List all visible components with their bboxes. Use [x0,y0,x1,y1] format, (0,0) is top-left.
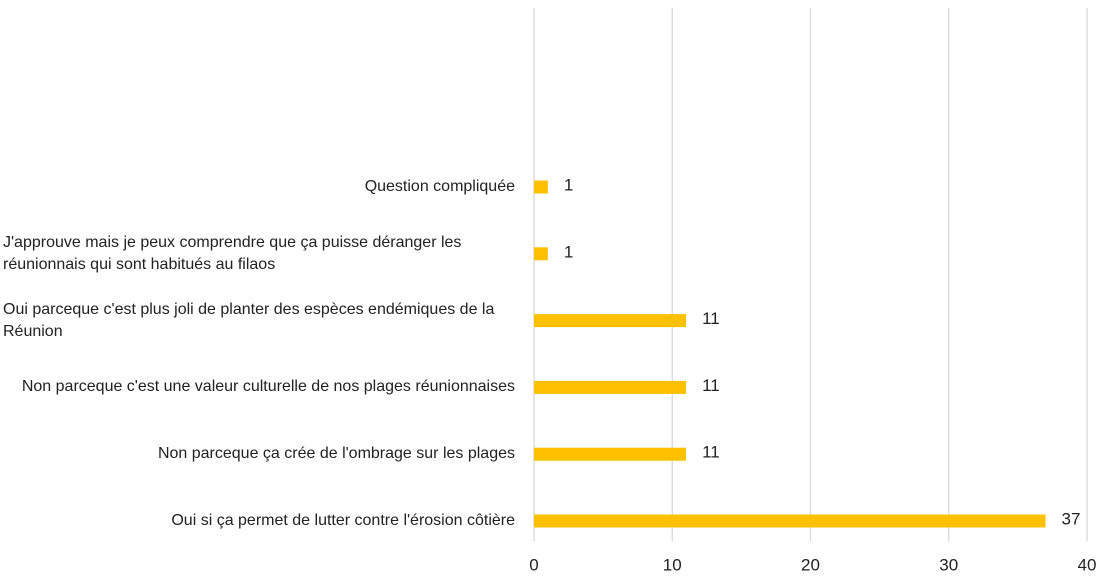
category-label: Non parceque c'est une valeur culturelle… [21,378,515,396]
x-tick-label: 10 [663,555,682,574]
category-label: Non parceque ça crée de l'ombrage sur le… [157,445,515,463]
x-tick-label: 0 [529,555,538,574]
category-label: Oui parceque c'est plus joli de planter … [3,300,495,340]
bar [534,247,548,261]
data-label: 11 [702,443,720,462]
bar [534,380,687,394]
data-label: 1 [564,242,573,261]
x-tick-label: 40 [1078,555,1097,574]
bar [534,180,548,194]
category-label: J'approuve mais je peux comprendre que ç… [3,233,462,273]
data-label: 1 [564,175,573,194]
category-label: Oui si ça permet de lutter contre l'éros… [171,512,515,529]
x-tick-label: 30 [939,555,958,574]
x-tick-label: 20 [801,555,820,574]
bar [534,514,1046,528]
data-label: 37 [1062,509,1081,528]
data-label: 11 [702,309,720,328]
category-label: Question compliquée [364,178,515,195]
bar [534,447,687,461]
data-label: 11 [702,376,720,395]
bar [534,314,687,328]
